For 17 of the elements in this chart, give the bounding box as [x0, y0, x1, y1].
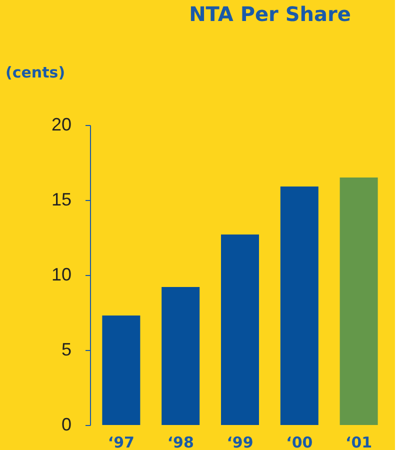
y-axis-title: (cents): [6, 64, 66, 82]
bar: [340, 178, 378, 425]
x-tick-label: ‘97: [108, 434, 134, 450]
bar: [162, 287, 200, 425]
y-tick-label: 10: [51, 264, 72, 284]
bar: [221, 234, 259, 425]
x-tick-label: ‘01: [346, 434, 372, 450]
y-tick-label: 20: [51, 114, 72, 134]
bar: [280, 186, 318, 425]
x-tick-label: ‘99: [226, 434, 254, 450]
bar: [102, 316, 140, 425]
chart-title: NTA Per Share: [189, 2, 351, 26]
y-tick-label: 5: [61, 340, 72, 360]
x-tick-label: ‘98: [167, 434, 194, 450]
x-tick-label: ‘00: [286, 434, 313, 450]
y-tick-label: 15: [51, 190, 72, 210]
y-tick-label: 0: [61, 414, 72, 434]
